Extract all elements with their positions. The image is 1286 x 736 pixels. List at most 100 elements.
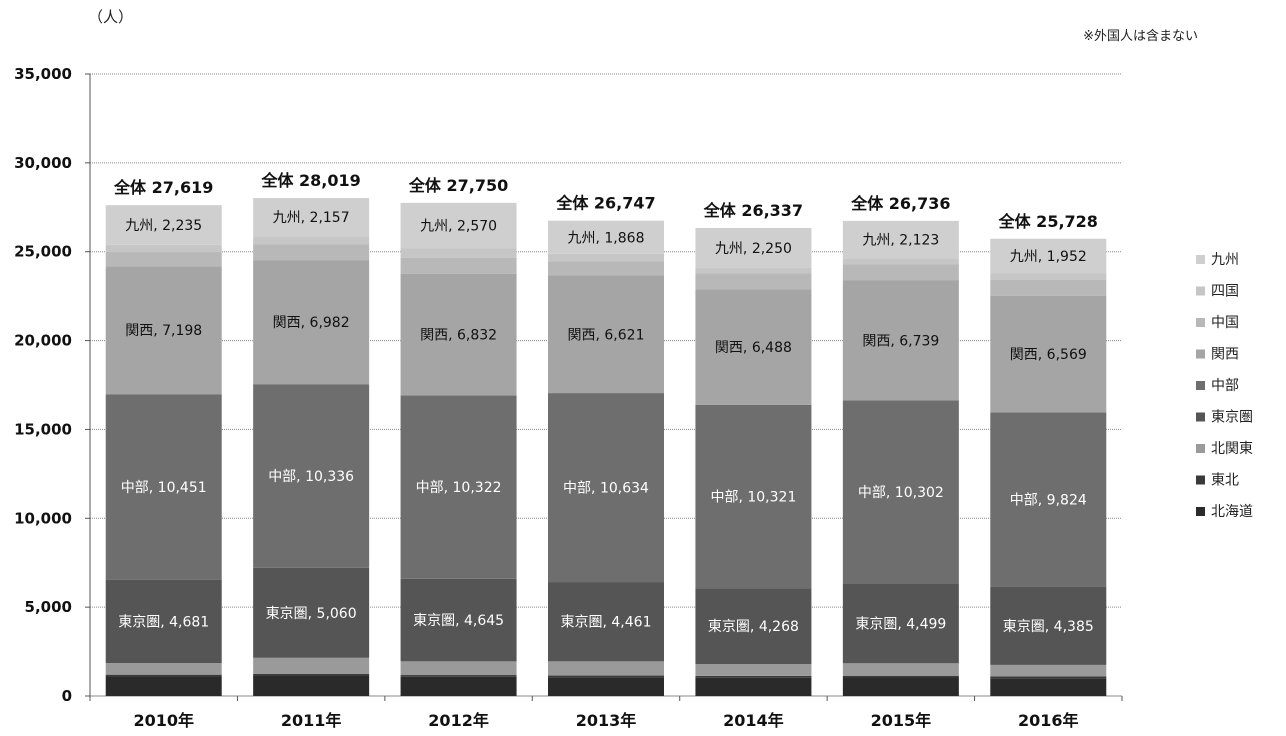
segment-data-label: 東京圏, 4,645 [413,613,504,629]
legend-swatch [1196,475,1205,485]
bar-segment [990,279,1107,296]
bar-segment [548,220,664,254]
x-tick-label: 2016年 [1018,711,1079,730]
bar-segment [105,244,222,253]
bar-segment [695,404,812,589]
bar-segment [400,578,517,662]
note-text: ※外国人は含まない [1083,28,1198,44]
bar-segment [842,675,959,678]
legend-entry: 中部 [1211,378,1239,394]
bar-segment [842,400,959,584]
y-tick-label: 15,000 [14,420,72,438]
segment-data-label: 関西, 7,198 [125,323,202,339]
bar-segment [253,675,370,696]
bar-segment [253,260,370,385]
bar-segment [400,661,517,676]
segment-data-label: 中部, 10,322 [416,480,502,496]
legend-entry: 北海道 [1211,504,1253,520]
x-tick-label: 2015年 [871,711,932,730]
segment-data-label: 九州, 2,250 [715,241,792,257]
bars [105,198,1107,696]
legend-swatch [1196,507,1205,516]
y-tick-label: 10,000 [14,509,72,527]
bar-segment [842,583,959,664]
segment-data-label: 九州, 2,157 [273,210,350,226]
y-tick-label: 35,000 [14,65,72,83]
segment-data-label: 中部, 10,336 [268,469,354,485]
legend-entry: 東京圏 [1211,410,1253,426]
bar-segment [253,567,370,658]
legend-swatch [1196,381,1205,390]
bar-segment [990,273,1107,280]
total-label: 全体 28,019 [260,171,360,190]
legend-entry: 中国 [1211,315,1239,331]
y-tick-label: 30,000 [14,154,72,172]
y-axis: 0 5,000 10,000 15,000 20,000 25,000 30,000 35,0… [14,65,91,705]
bar-segment [990,586,1107,665]
bar-segment [695,227,812,268]
bar-segment [990,664,1107,677]
unit-label: （人） [88,8,133,26]
bar-segment [548,582,664,662]
bar-segment [253,244,370,261]
bar-segment [400,675,517,677]
legend-swatch [1196,349,1205,359]
y-tick-label: 0 [62,687,72,705]
bar-segment [695,289,812,405]
bar-segment [548,675,664,678]
total-label: 全体 26,337 [703,201,803,220]
bar-segment [400,248,517,258]
legend-entry: 四国 [1211,284,1239,300]
legend-swatch [1196,318,1205,327]
y-tick-label: 20,000 [14,332,72,350]
bar-segment [105,252,222,267]
segment-data-label: 関西, 6,569 [1010,347,1087,363]
segment-data-label: 中部, 10,302 [858,485,944,501]
bar-segment [842,264,959,281]
segment-data-label: 東京圏, 4,385 [1003,619,1094,635]
total-label: 全体 27,750 [408,176,508,195]
segment-data-label: 東京圏, 4,499 [855,616,946,632]
bar-segment [400,395,517,579]
bar-segment [400,257,517,274]
segment-labels: 東京圏, 4,681 中部, 10,451 関西, 7,198 九州, 2,235 東京… [118,210,1094,635]
x-tick-label: 2011年 [281,711,342,730]
segment-data-label: 関西, 6,621 [568,327,645,343]
bar-segment [253,198,370,237]
bar-segment [990,676,1107,679]
y-tick-label: 5,000 [25,598,72,616]
segment-data-label: 関西, 6,488 [715,340,792,356]
bar-segment [105,205,222,245]
bar-segment [990,295,1107,413]
segment-data-label: 関西, 6,832 [420,328,497,344]
bar-segment [548,393,664,583]
bar-segment [695,588,812,665]
x-tick-label: 2010年 [133,711,194,730]
bar-segment [842,258,959,265]
segment-data-label: 中部, 10,321 [710,489,796,505]
bar-segment [105,266,222,395]
bar-segment [400,202,517,249]
legend-entry: 関西 [1211,347,1239,363]
bar-segment [695,273,812,290]
bar-segment [842,677,959,696]
segment-data-label: 九州, 2,570 [420,219,497,235]
legend-entry: 九州 [1211,252,1239,268]
total-labels: 全体 27,619 全体 28,019 全体 27,750 全体 26,747 全体 2… [113,171,1098,231]
x-tick-label: 2013年 [576,711,637,730]
bar-segment [548,253,664,262]
segment-data-label: 九州, 2,123 [862,233,939,249]
bar-segment [695,267,812,274]
bar-segment [548,275,664,394]
segment-data-label: 東京圏, 5,060 [266,606,357,622]
segment-data-label: 東京圏, 4,268 [708,619,799,635]
segment-data-label: 九州, 1,868 [568,230,645,246]
legend-swatch [1196,286,1205,296]
legend-entry: 東北 [1211,473,1239,489]
bar-segment [842,663,959,676]
bar-segment [400,273,517,396]
legend-swatch [1196,412,1205,422]
bar-segment [253,384,370,568]
x-axis: 2010年 2011年 2012年 2013年 2014年 2015年 2016年 [89,696,1123,730]
